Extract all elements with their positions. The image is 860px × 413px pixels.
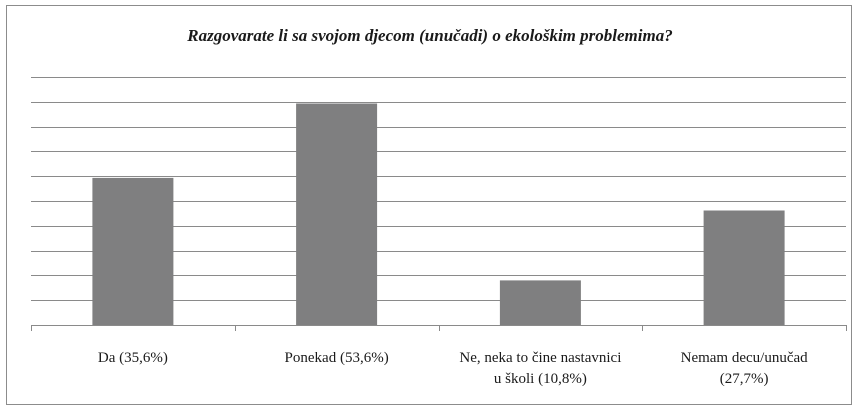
x-tick-label: Da (35,6%): [33, 348, 233, 369]
bar: [703, 210, 785, 325]
x-tick-label: Ponekad (53,6%): [237, 348, 437, 369]
x-axis: [31, 325, 847, 331]
x-tick-label-line: (27,7%): [719, 371, 769, 387]
x-tick-label-line: Ne, neka to čine nastavnici: [459, 350, 622, 366]
bars: [92, 103, 785, 325]
bar: [499, 280, 581, 325]
bar: [92, 177, 174, 325]
bar: [296, 103, 378, 325]
chart-title: Razgovarate li sa svojom djecom (unučadi…: [187, 26, 673, 45]
x-tick-label-line: Ponekad (53,6%): [284, 350, 389, 366]
x-tick-label-line: u školi (10,8%): [493, 371, 587, 387]
x-tick-label-line: Da (35,6%): [97, 350, 168, 366]
x-tick-label: Nemam decu/unučad (27,7%): [644, 348, 844, 390]
x-tick-label: Ne, neka to čine nastavnici u školi (10,8…: [440, 348, 640, 390]
x-tick-label-line: Nemam decu/unučad: [680, 350, 808, 366]
